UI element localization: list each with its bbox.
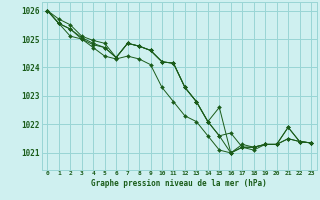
X-axis label: Graphe pression niveau de la mer (hPa): Graphe pression niveau de la mer (hPa) (91, 179, 267, 188)
